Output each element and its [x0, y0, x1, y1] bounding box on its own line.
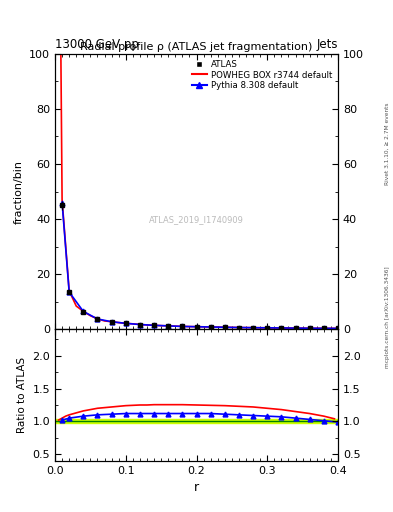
- Legend: ATLAS, POWHEG BOX r3744 default, Pythia 8.308 default: ATLAS, POWHEG BOX r3744 default, Pythia …: [190, 58, 334, 92]
- Text: ATLAS_2019_I1740909: ATLAS_2019_I1740909: [149, 215, 244, 224]
- Text: Jets: Jets: [316, 38, 338, 51]
- X-axis label: r: r: [194, 481, 199, 494]
- Y-axis label: fraction/bin: fraction/bin: [14, 160, 24, 224]
- Text: 13000 GeV pp: 13000 GeV pp: [55, 38, 139, 51]
- Text: mcplots.cern.ch [arXiv:1306.3436]: mcplots.cern.ch [arXiv:1306.3436]: [385, 267, 390, 368]
- Title: Radial profile ρ (ATLAS jet fragmentation): Radial profile ρ (ATLAS jet fragmentatio…: [80, 41, 313, 52]
- Text: Rivet 3.1.10, ≥ 2.7M events: Rivet 3.1.10, ≥ 2.7M events: [385, 102, 390, 185]
- Y-axis label: Ratio to ATLAS: Ratio to ATLAS: [17, 357, 27, 433]
